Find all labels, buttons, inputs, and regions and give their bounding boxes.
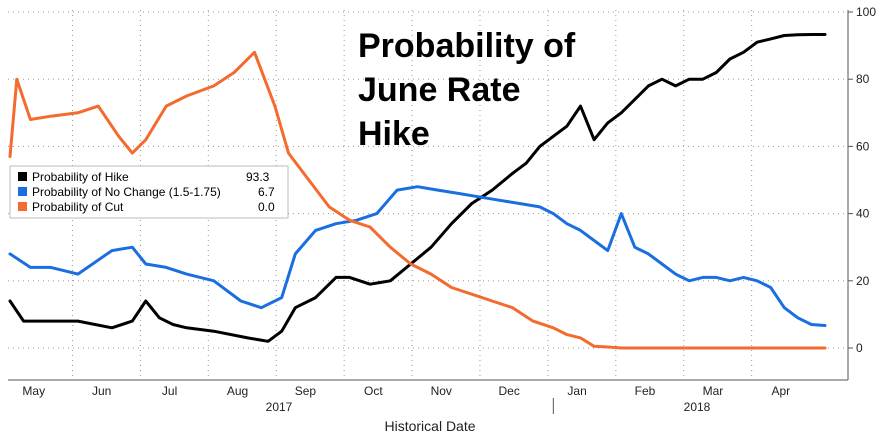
x-tick-label-jan: Jan	[567, 384, 586, 398]
legend-label-no-change: Probability of No Change (1.5-1.75)	[32, 185, 221, 199]
x-tick-label-oct: Oct	[364, 384, 383, 398]
year-label-2017: 2017	[266, 400, 293, 414]
x-tick-label-may: May	[22, 384, 45, 398]
series-cut-line	[8, 50, 827, 350]
series-no-change-line	[8, 185, 827, 327]
axes	[8, 10, 853, 414]
y-tick-label-0: 0	[856, 341, 863, 355]
x-tick-label-dec: Dec	[499, 384, 520, 398]
legend-swatch-hike	[18, 172, 27, 181]
y-tick-label-40: 40	[856, 207, 870, 221]
x-tick-label-apr: Apr	[772, 384, 791, 398]
y-tick-label-100: 100	[856, 5, 876, 19]
x-tick-label-mar: Mar	[703, 384, 724, 398]
legend-swatch-cut	[18, 202, 27, 211]
series-hike-line	[8, 33, 827, 343]
x-axis-title: Historical Date	[384, 418, 475, 434]
y-tick-label-60: 60	[856, 139, 870, 153]
series-lines	[8, 33, 827, 350]
chart-title-line-3: Hike	[358, 115, 430, 153]
y-tick-labels: 0 20 40 60 80 100	[856, 5, 876, 355]
legend-label-cut: Probability of Cut	[32, 200, 124, 214]
x-tick-labels: May Jun Jul Aug Sep Oct Nov Dec Jan Feb Mar Apr	[22, 384, 790, 398]
chart-title-line-1: Probability of	[358, 27, 576, 65]
y-tick-label-80: 80	[856, 72, 870, 86]
x-tick-label-feb: Feb	[635, 384, 656, 398]
legend-value-cut: 0.0	[258, 200, 275, 214]
x-tick-label-jul: Jul	[162, 384, 177, 398]
legend: Probability of Hike 93.3 Probability of …	[9, 165, 289, 219]
legend-value-hike: 93.3	[246, 170, 270, 184]
year-label-2018: 2018	[684, 400, 711, 414]
x-tick-label-nov: Nov	[431, 384, 452, 398]
x-tick-label-aug: Aug	[227, 384, 248, 398]
legend-value-no-change: 6.7	[258, 185, 275, 199]
x-tick-label-jun: Jun	[92, 384, 111, 398]
y-tick-label-20: 20	[856, 274, 870, 288]
legend-box	[9, 165, 289, 219]
legend-label-hike: Probability of Hike	[32, 170, 129, 184]
chart-title-line-2: June Rate	[358, 71, 521, 109]
x-tick-label-sep: Sep	[295, 384, 317, 398]
legend-swatch-no-change	[18, 187, 27, 196]
